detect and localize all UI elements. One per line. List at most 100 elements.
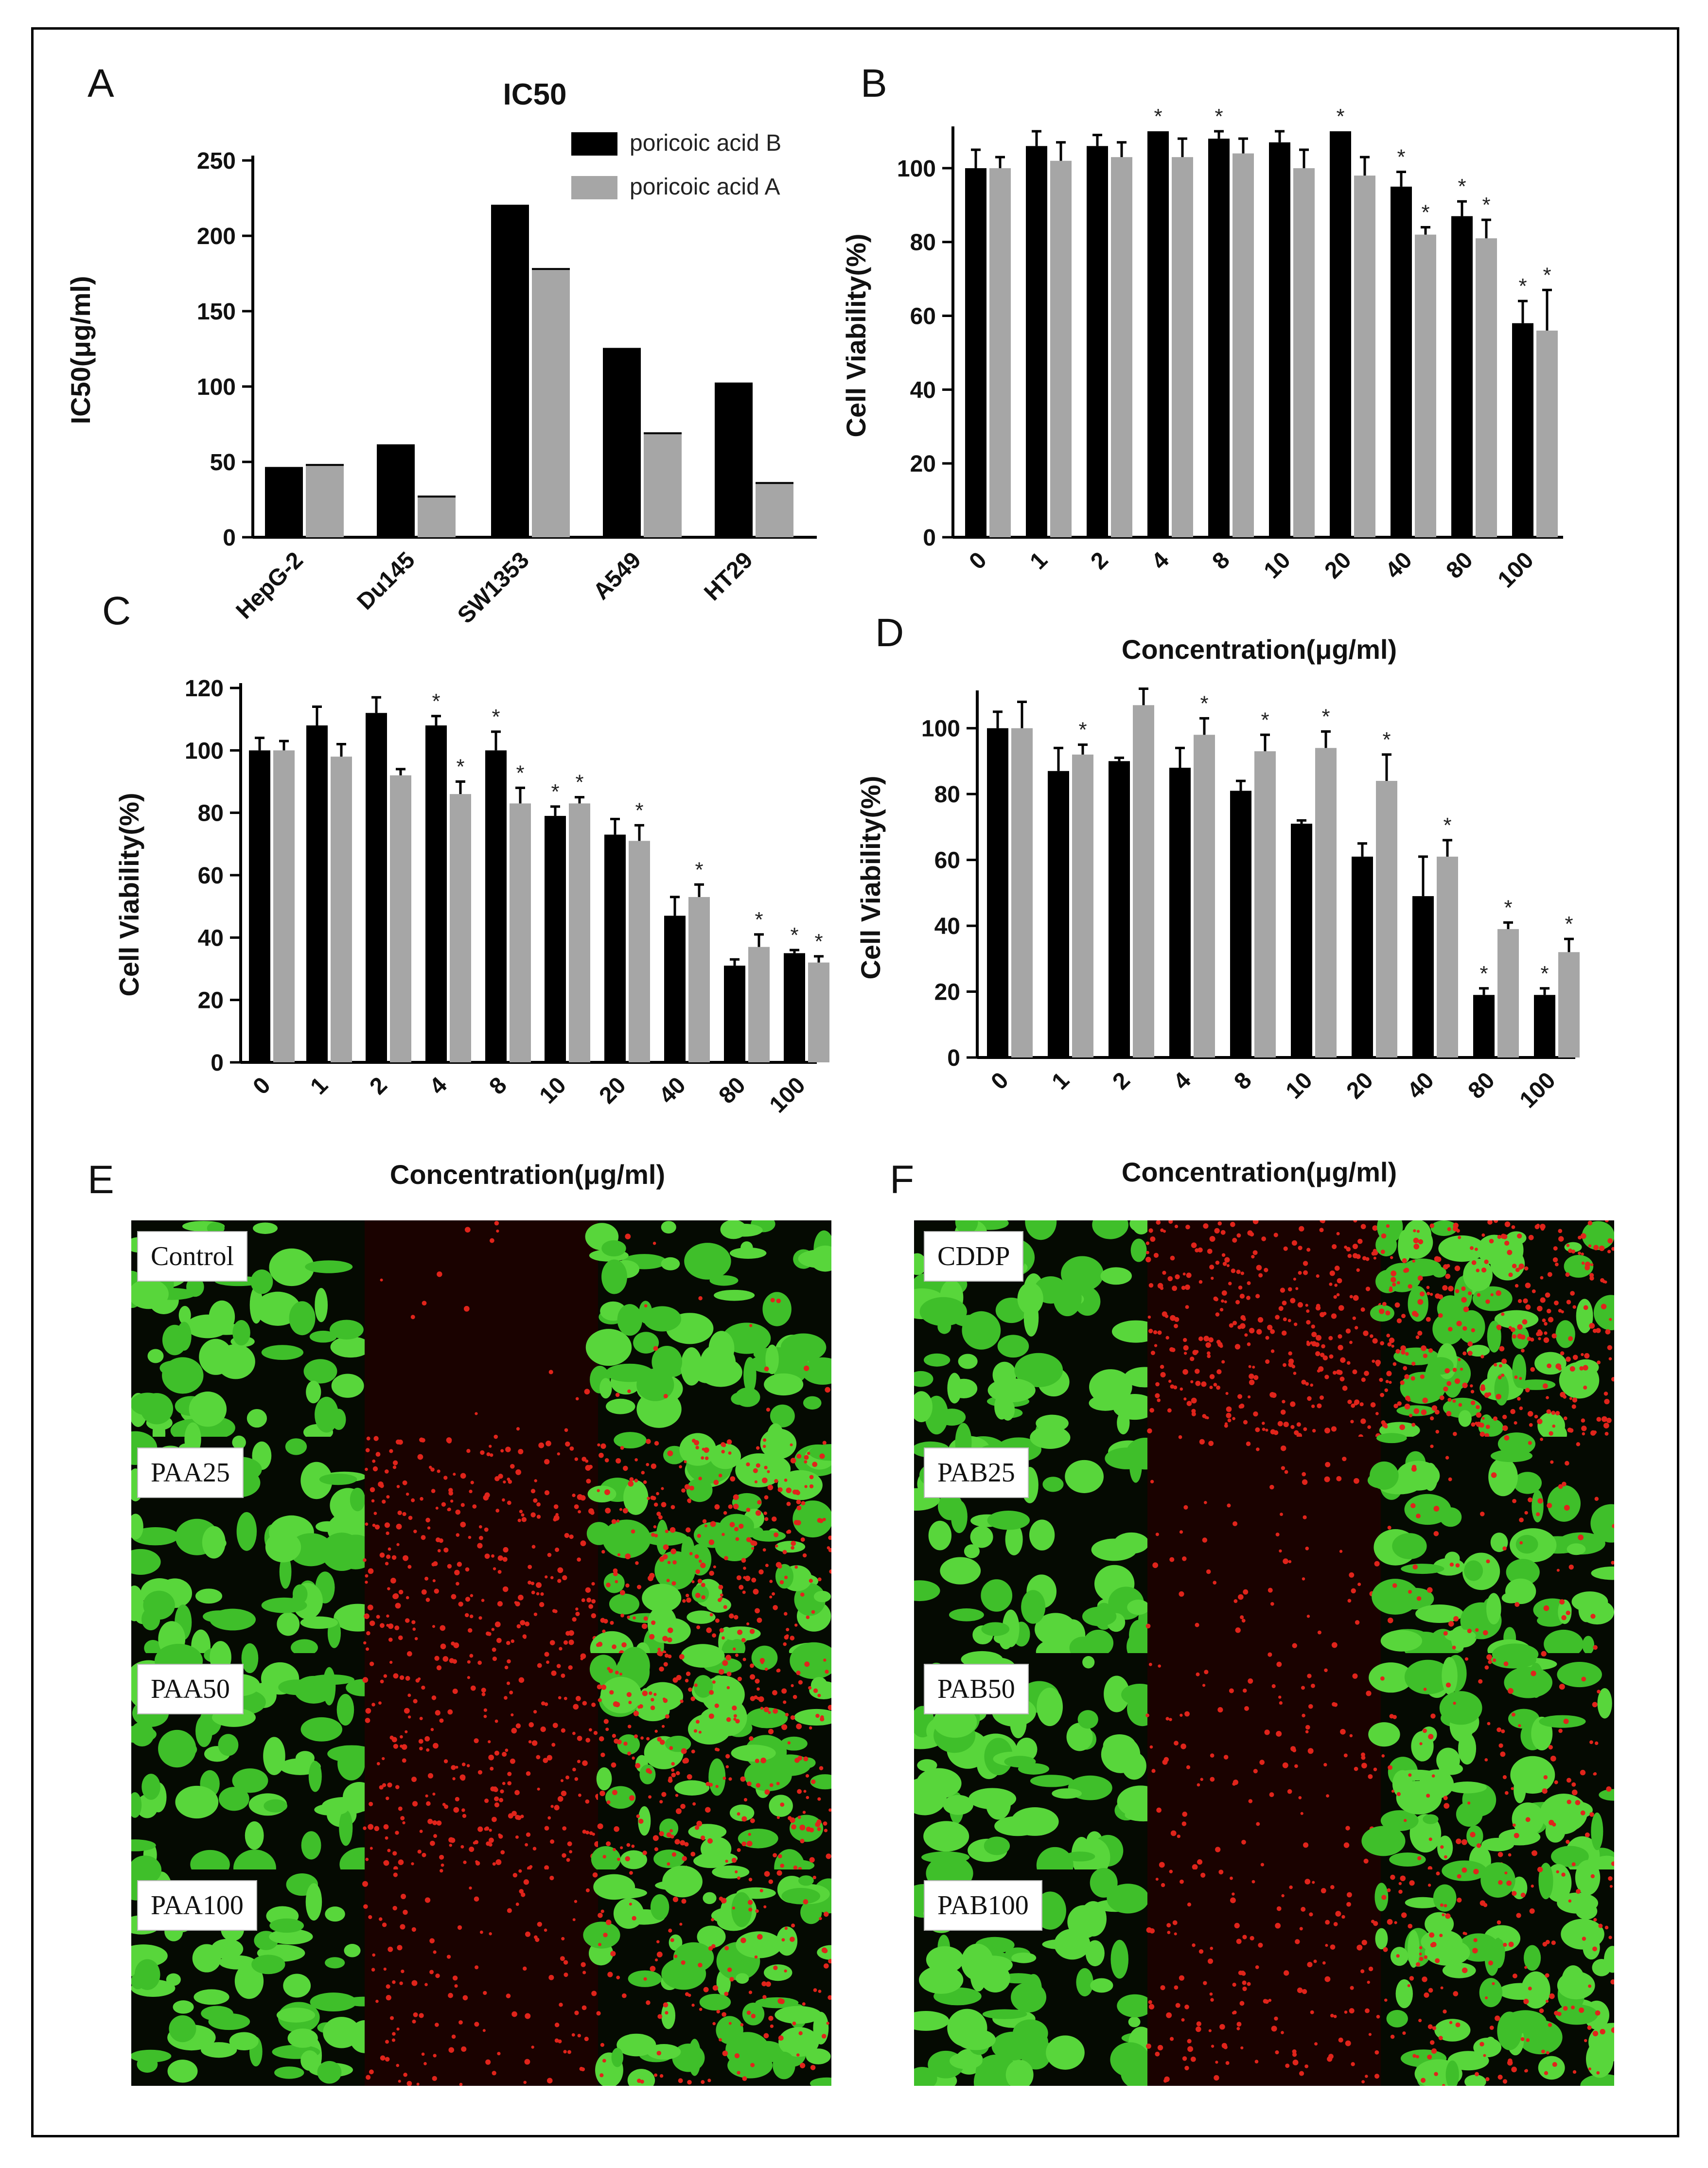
- red-cell-dot: [386, 1554, 391, 1559]
- red-cell-dot: [715, 1618, 720, 1623]
- red-cell-dot: [1201, 1381, 1207, 1387]
- red-cell-dot: [1169, 1869, 1173, 1873]
- red-cell-dot: [1354, 1766, 1358, 1771]
- red-cell-dot: [1276, 1906, 1282, 1911]
- red-cell-dot: [1551, 1333, 1557, 1339]
- red-cell-dot: [652, 1835, 659, 1841]
- chart-b-significance-marker: *: [1518, 274, 1527, 298]
- red-cell-dot: [729, 1522, 735, 1528]
- red-cell-dot: [712, 2022, 716, 2026]
- green-cell-cluster: [241, 1643, 259, 1674]
- red-cell-dot: [1572, 1355, 1578, 1360]
- red-cell-dot: [1267, 1324, 1273, 1330]
- red-cell-dot: [510, 1758, 515, 1764]
- red-cell-dot: [665, 2011, 669, 2015]
- red-cell-dot: [1520, 2037, 1525, 2041]
- red-cell-dot: [621, 1993, 627, 1998]
- red-cell-dot: [670, 1505, 675, 1510]
- red-cell-dot: [808, 1686, 812, 1690]
- red-cell-dot: [1368, 2033, 1372, 2036]
- red-cell-dot: [1302, 1989, 1307, 1994]
- green-cell-cluster: [1361, 1826, 1406, 1856]
- red-cell-dot: [490, 1453, 493, 1457]
- red-cell-dot: [613, 1571, 618, 1576]
- red-cell-dot: [1298, 1271, 1302, 1275]
- red-cell-dot: [662, 1554, 668, 1560]
- red-cell-dot: [787, 1741, 791, 1745]
- red-cell-dot: [762, 1995, 767, 1999]
- red-cell-dot: [749, 1324, 753, 1327]
- red-cell-dot: [1324, 1375, 1329, 1379]
- red-cell-dot: [1564, 1505, 1570, 1511]
- red-cell-dot: [1608, 1357, 1612, 1360]
- red-cell-dot: [1363, 1858, 1369, 1864]
- red-cell-dot: [668, 1928, 672, 1933]
- chart-b-xlabel: Concentration(μg/ml): [1122, 634, 1397, 665]
- red-cell-dot: [515, 1723, 521, 1728]
- green-cell-cluster: [699, 1993, 731, 2011]
- chart-b-bar: [1269, 142, 1290, 538]
- red-cell-dot: [1407, 1984, 1410, 1988]
- red-cell-dot: [434, 1588, 439, 1594]
- red-cell-dot: [1434, 2072, 1438, 2077]
- green-cell-cluster: [642, 1584, 682, 1612]
- red-cell-dot: [685, 1992, 689, 1996]
- red-cell-dot: [621, 1642, 627, 1648]
- green-cell-cluster: [1561, 1919, 1604, 1950]
- red-cell-dot: [503, 1547, 509, 1553]
- red-cell-dot: [1290, 1425, 1295, 1429]
- green-cell-cluster: [305, 1260, 353, 1273]
- red-cell-dot: [1543, 1605, 1550, 1611]
- red-cell-dot: [544, 1702, 548, 1706]
- red-cell-dot: [1339, 1550, 1343, 1553]
- red-cell-dot: [1536, 1512, 1540, 1516]
- red-cell-dot: [1154, 1344, 1158, 1347]
- panel-letter-b: B: [861, 61, 887, 106]
- red-cell-dot: [775, 1544, 778, 1548]
- green-cell-cluster: [923, 1353, 951, 1367]
- red-cell-dot: [1429, 1932, 1435, 1938]
- green-cell-cluster: [1368, 1722, 1400, 1747]
- green-cell-cluster: [1490, 1449, 1533, 1463]
- green-cell-cluster: [605, 1398, 635, 1414]
- red-cell-dot: [791, 1923, 795, 1928]
- green-cell-cluster: [1430, 1220, 1458, 1236]
- red-cell-dot: [549, 1640, 555, 1645]
- green-cell-cluster: [131, 1514, 143, 1540]
- green-cell-cluster: [1021, 1590, 1046, 1624]
- red-cell-dot: [490, 1766, 494, 1771]
- red-cell-dot: [796, 1454, 802, 1459]
- red-cell-dot: [511, 1639, 515, 1643]
- red-cell-dot: [643, 1480, 647, 1484]
- red-cell-dot: [1519, 1406, 1523, 1410]
- red-cell-dot: [670, 1548, 677, 1554]
- red-cell-dot: [1558, 1728, 1563, 1733]
- red-cell-dot: [1611, 1247, 1614, 1251]
- red-cell-dot: [607, 1972, 613, 1977]
- red-cell-dot: [667, 1561, 671, 1564]
- red-cell-dot: [562, 1853, 566, 1858]
- red-cell-dot: [653, 1346, 658, 1351]
- red-cell-dot: [1187, 2046, 1194, 2052]
- red-cell-dot: [731, 1857, 737, 1863]
- red-cell-dot: [1261, 1236, 1267, 1241]
- green-cell-cluster: [315, 1396, 339, 1433]
- red-cell-dot: [729, 1977, 734, 1982]
- red-cell-dot: [1283, 1317, 1287, 1322]
- red-cell-dot: [590, 1510, 595, 1515]
- red-cell-dot: [419, 2013, 424, 2018]
- red-cell-dot: [582, 1760, 588, 1766]
- chart-b-bar: [1451, 216, 1473, 537]
- red-cell-dot: [1276, 1730, 1282, 1737]
- red-cell-dot: [1159, 1862, 1165, 1868]
- green-cell-cluster: [970, 1526, 993, 1548]
- red-cell-dot: [809, 1484, 814, 1489]
- chart-a-legend-swatch: [571, 176, 617, 199]
- red-cell-dot: [1180, 1713, 1183, 1717]
- red-cell-dot: [1186, 1765, 1191, 1769]
- red-cell-dot: [1550, 1460, 1554, 1464]
- red-cell-dot: [1258, 1942, 1263, 1948]
- red-cell-dot: [1303, 1261, 1308, 1266]
- red-cell-dot: [407, 1693, 411, 1697]
- red-cell-dot: [1169, 1718, 1172, 1721]
